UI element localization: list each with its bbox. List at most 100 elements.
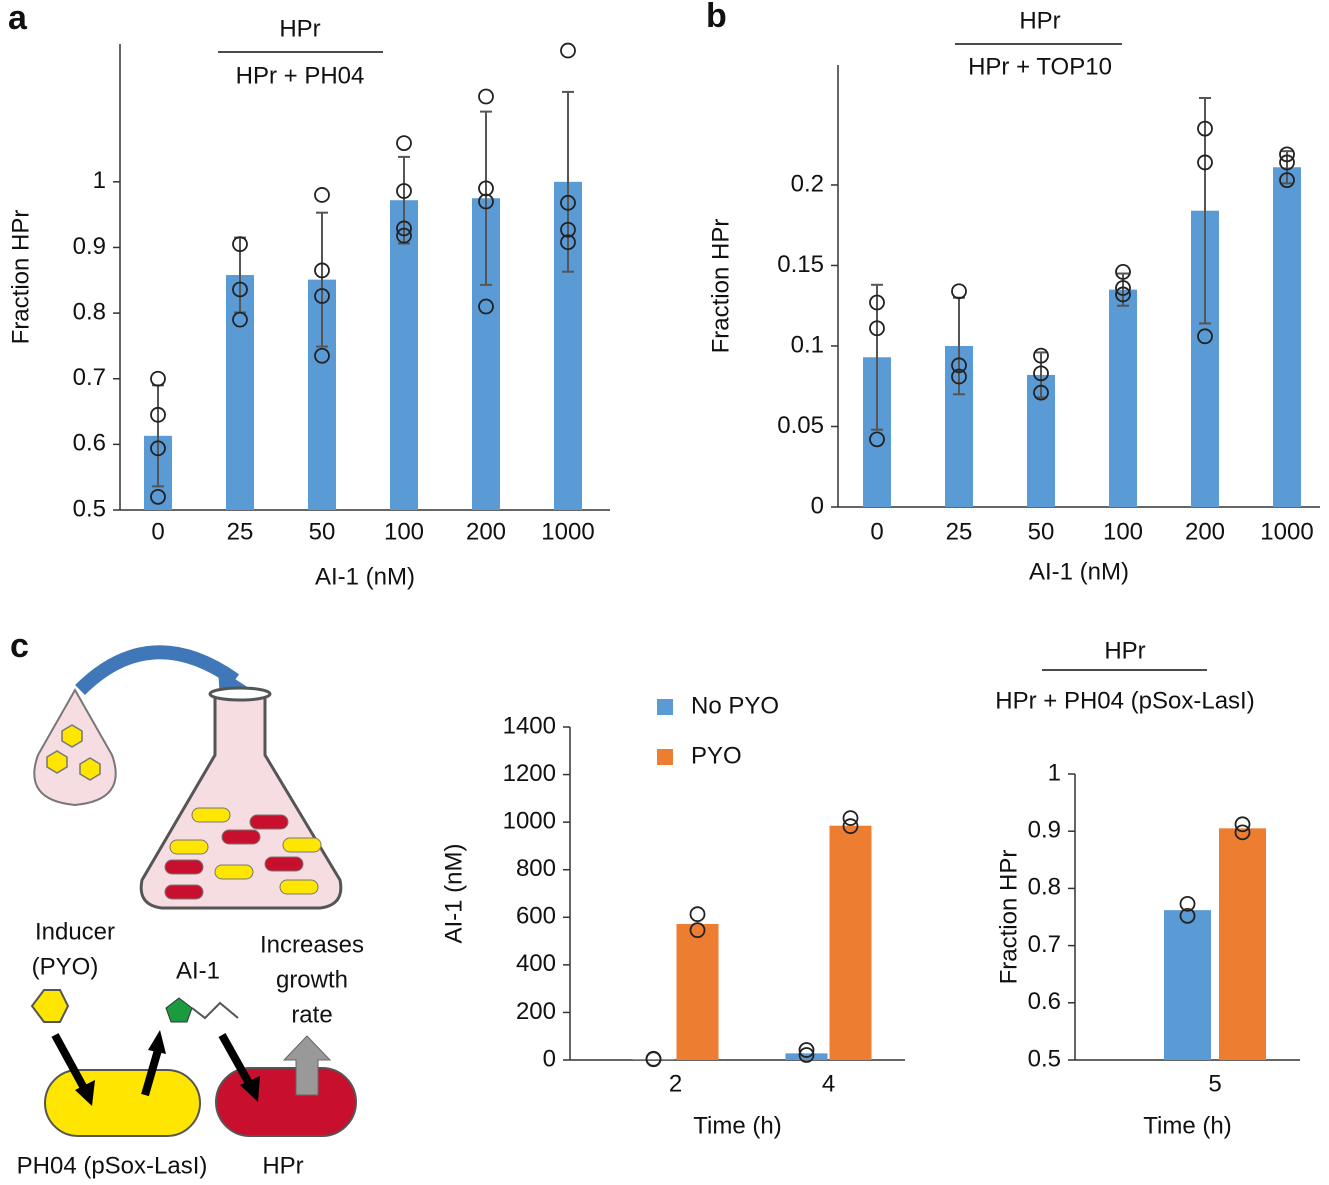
- bar: [1164, 910, 1211, 1060]
- data-point: [842, 810, 859, 826]
- data-point: [951, 368, 967, 385]
- panel-letter: a: [8, 0, 28, 37]
- legend-swatch: [657, 699, 673, 715]
- data-point: [1197, 328, 1213, 345]
- legend-label: PYO: [691, 742, 742, 769]
- label: rate: [291, 1001, 332, 1028]
- y-tick-label: 0.8: [73, 298, 106, 325]
- title-denominator: HPr + TOP10: [968, 53, 1112, 80]
- label: Inducer: [35, 918, 115, 945]
- x-tick-label: 4: [822, 1070, 835, 1097]
- data-point: [1179, 895, 1196, 912]
- legend-label: No PYO: [691, 692, 779, 719]
- data-point: [842, 818, 859, 835]
- y-tick-label: 1: [93, 167, 106, 194]
- x-tick-label: 1000: [541, 518, 594, 545]
- data-point: [689, 906, 706, 923]
- data-point: [314, 187, 330, 203]
- y-tick-label: 0.05: [777, 412, 824, 439]
- panel-letter: c: [10, 627, 29, 665]
- data-point: [1115, 286, 1131, 303]
- data-point: [645, 1051, 662, 1068]
- y-tick-label: 1200: [503, 760, 556, 787]
- data-point: [1279, 172, 1295, 189]
- data-point: [396, 183, 412, 199]
- y-tick-label: 0.6: [1028, 988, 1061, 1015]
- y-tick-label: 0: [811, 492, 824, 519]
- y-tick-label: 0.7: [73, 364, 106, 391]
- cells: [164, 807, 322, 900]
- hexagons: [46, 724, 101, 781]
- inducer-icon: [30, 989, 70, 1023]
- flask-rim: [208, 686, 272, 702]
- x-tick-label: 100: [384, 518, 424, 545]
- receiver-cell: [215, 1067, 357, 1137]
- y-tick-label: 0.6: [73, 430, 106, 457]
- ai1-tail: [191, 1001, 239, 1020]
- data-point: [314, 262, 330, 279]
- data-point: [232, 311, 248, 328]
- x-tick-label: 200: [1185, 518, 1225, 545]
- data-point: [1033, 365, 1049, 382]
- y-tick-label: 0: [543, 1045, 556, 1072]
- label: AI-1: [176, 957, 220, 984]
- x-tick-label: 25: [227, 518, 254, 545]
- bar: [1273, 167, 1301, 507]
- data-point: [1279, 154, 1295, 171]
- title-numerator: HPr: [279, 15, 320, 42]
- data-point: [689, 922, 706, 939]
- y-tick-label: 0.9: [1028, 817, 1061, 844]
- legend-swatch: [657, 749, 673, 765]
- data-point: [396, 135, 412, 152]
- data-point: [1115, 280, 1131, 296]
- y-tick-label: 0.9: [73, 233, 106, 260]
- x-tick-label: 50: [309, 518, 336, 545]
- flask: [139, 693, 343, 910]
- data-point: [560, 221, 576, 238]
- data-point: [1197, 120, 1213, 137]
- y-axis-label: Fraction HPr: [7, 210, 34, 345]
- data-point: [314, 347, 330, 364]
- diagram: c Inducer (PYO) AI-1 Increases growth ra…: [10, 627, 364, 1179]
- x-tick-label: 50: [1028, 518, 1055, 545]
- x-axis-label: Time (h): [1143, 1112, 1231, 1139]
- bar: [676, 923, 719, 1060]
- bar: [632, 1059, 675, 1060]
- transfer-arrow: [75, 645, 240, 695]
- y-tick-label: 600: [516, 903, 556, 930]
- y-tick-label: 1000: [503, 807, 556, 834]
- y-tick-label: 0.2: [791, 170, 824, 197]
- data-point: [150, 406, 166, 423]
- y-tick-label: 0.5: [73, 495, 106, 522]
- arrows: [51, 1033, 254, 1097]
- data-point: [951, 283, 967, 300]
- title-denominator: HPr + PH04: [236, 62, 365, 89]
- data-point: [478, 298, 494, 315]
- bar: [829, 825, 872, 1060]
- data-point: [560, 42, 576, 59]
- x-tick-label: 5: [1208, 1070, 1221, 1097]
- x-axis-label: Time (h): [693, 1112, 781, 1139]
- y-tick-label: 1: [1048, 759, 1061, 786]
- x-tick-label: 0: [870, 518, 883, 545]
- bar: [390, 200, 418, 511]
- data-point: [232, 281, 248, 298]
- x-axis-label: AI-1 (nM): [1029, 558, 1129, 585]
- data-point: [1115, 264, 1131, 280]
- label: PH04 (pSox-LasI): [17, 1152, 208, 1179]
- bar: [1219, 828, 1266, 1060]
- data-point: [314, 288, 330, 304]
- data-point: [1033, 384, 1049, 401]
- y-axis-label: Fraction HPr: [707, 219, 734, 354]
- panel-letter: b: [706, 0, 727, 35]
- data-point: [150, 370, 166, 387]
- bar: [226, 275, 254, 510]
- y-tick-label: 800: [516, 855, 556, 882]
- x-tick-label: 0: [151, 518, 164, 545]
- y-tick-label: 1400: [503, 712, 556, 739]
- y-tick-label: 0.7: [1028, 931, 1061, 958]
- arrowheads: [75, 1030, 260, 1106]
- data-point: [1179, 907, 1196, 924]
- data-point: [869, 294, 885, 311]
